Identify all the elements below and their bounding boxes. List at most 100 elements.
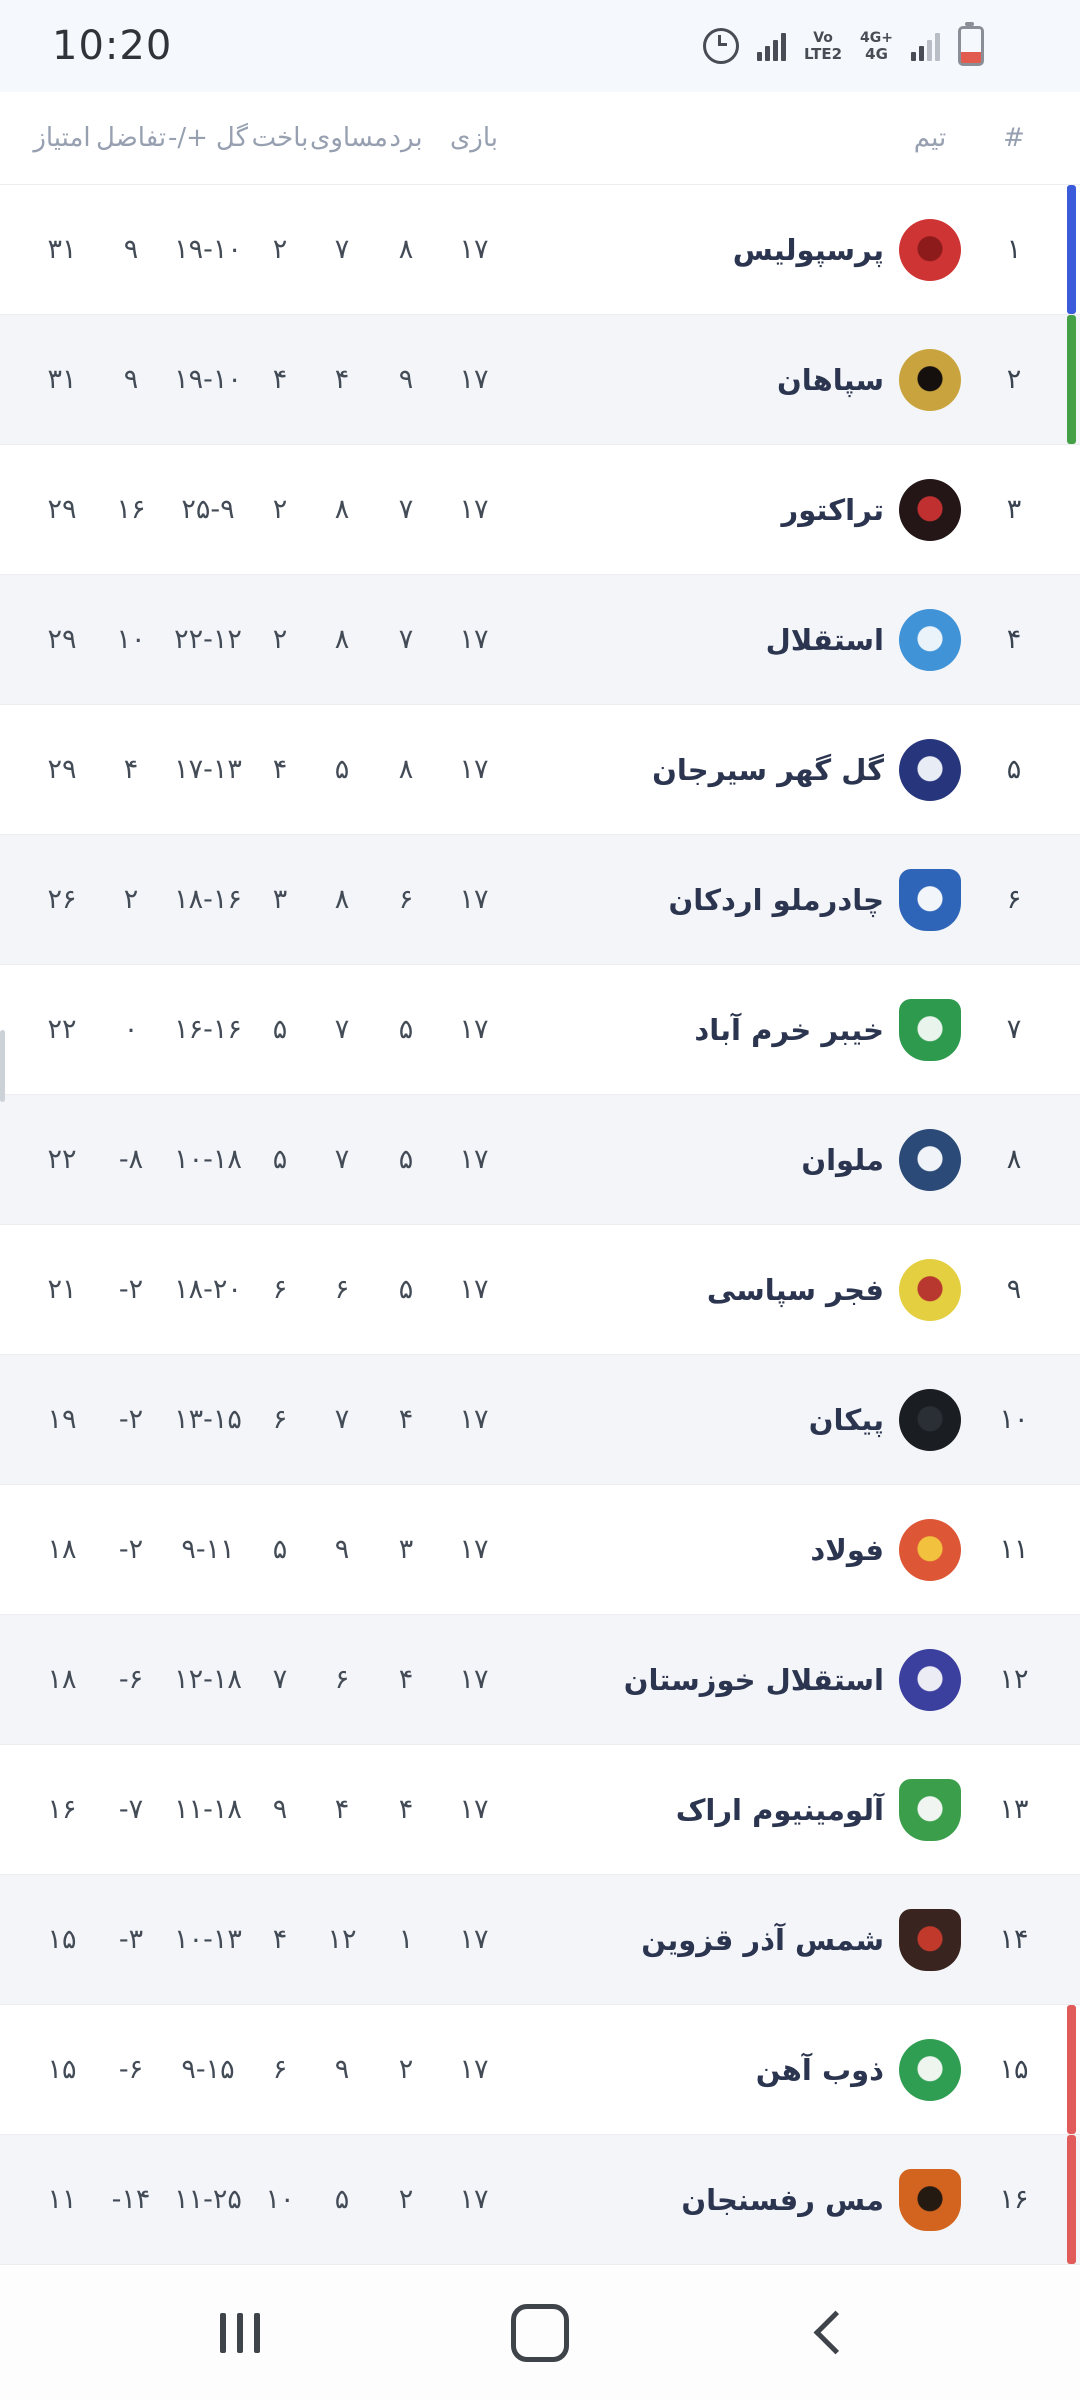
losses-cell: ۴ — [272, 1924, 288, 1955]
header-goals-label: گل — [215, 123, 248, 153]
rank-number: ۱۶ — [999, 2184, 1029, 2215]
table-row[interactable]: ۲۶ ۲ ۱۸-۱۶ ۳ ۸ ۶ ۱۷ چادرملو اردکان ۶ — [0, 835, 1080, 965]
table-row[interactable]: ۱۸ -۶ ۱۲-۱۸ ۷ ۶ ۴ ۱۷ استقلال خوزستان ۱۲ — [0, 1615, 1080, 1745]
draws-cell: ۷ — [334, 234, 350, 265]
goals-cell: ۹-۱۱ — [181, 1534, 235, 1565]
table-row[interactable]: ۱۸ -۲ ۹-۱۱ ۵ ۹ ۳ ۱۷ فولاد ۱۱ — [0, 1485, 1080, 1615]
signal-bars2-icon — [911, 31, 940, 61]
wins-cell: ۹ — [398, 364, 414, 395]
status-icons: Vo LTE2 4G+ 4G — [703, 22, 1080, 66]
header-points: امتیاز — [33, 123, 91, 153]
wins-cell: ۵ — [398, 1014, 414, 1045]
points-cell: ۲۹ — [47, 754, 77, 785]
games-cell: ۱۷ — [459, 494, 489, 525]
goals-cell: ۱۹-۱۰ — [174, 364, 242, 395]
rank-number: ۶ — [1006, 884, 1022, 915]
4g-badge-top: 4G+ — [860, 29, 893, 46]
status-bar: 10:20 Vo LTE2 4G+ 4G — [0, 0, 1080, 93]
table-row[interactable]: ۲۲ -۸ ۱۰-۱۸ ۵ ۷ ۵ ۱۷ ملوان ۸ — [0, 1095, 1080, 1225]
goals-cell: ۱۱-۲۵ — [174, 2184, 242, 2215]
table-row[interactable]: ۳۱ ۹ ۱۹-۱۰ ۴ ۴ ۹ ۱۷ سپاهان ۲ — [0, 315, 1080, 445]
draws-cell: ۸ — [334, 884, 350, 915]
table-row[interactable]: ۲۱ -۲ ۱۸-۲۰ ۶ ۶ ۵ ۱۷ فجر سپاسی ۹ — [0, 1225, 1080, 1355]
team-name: استقلال — [765, 622, 884, 657]
table-row[interactable]: ۱۱ -۱۴ ۱۱-۲۵ ۱۰ ۵ ۲ ۱۷ مس رفسنجان ۱۶ — [0, 2135, 1080, 2265]
points-cell: ۱۱ — [47, 2184, 77, 2215]
volte-badge-top: Vo — [813, 29, 833, 46]
team-name: سپاهان — [777, 362, 884, 397]
team-logo — [899, 1908, 961, 1971]
wins-cell: ۲ — [398, 2054, 414, 2085]
games-cell: ۱۷ — [459, 1534, 489, 1565]
losses-cell: ۵ — [272, 1144, 288, 1175]
wins-cell: ۸ — [398, 234, 414, 265]
rank-number: ۱ — [1006, 234, 1022, 265]
team-name: مس رفسنجان — [681, 2182, 884, 2217]
header-losses: باخت — [251, 123, 309, 153]
alarm-icon — [703, 28, 740, 64]
rank-number: ۱۰ — [999, 1404, 1029, 1435]
goal-diff-cell: -۶ — [118, 2054, 144, 2085]
header-team: تیم — [913, 123, 947, 153]
qualification-bar — [1067, 315, 1076, 444]
table-row[interactable]: ۱۵ -۶ ۹-۱۵ ۶ ۹ ۲ ۱۷ ذوب آهن ۱۵ — [0, 2005, 1080, 2135]
recents-icon — [220, 2312, 260, 2353]
battery-icon — [958, 22, 984, 66]
games-cell: ۱۷ — [459, 1274, 489, 1305]
wins-cell: ۱ — [398, 1924, 414, 1955]
header-draws: مساوی — [310, 123, 388, 153]
back-button[interactable] — [690, 2265, 990, 2400]
goal-diff-cell: -۳ — [118, 1924, 144, 1955]
goal-diff-cell: -۸ — [118, 1144, 144, 1175]
volte-badge-bottom: LTE2 — [804, 44, 843, 63]
goal-diff-cell: -۲ — [118, 1534, 144, 1565]
standings-header: امتیاز تفاضل -/+ گل باخت مساوی برد بازی … — [0, 92, 1080, 185]
team-name: تراکتور — [781, 492, 884, 527]
losses-cell: ۴ — [272, 754, 288, 785]
table-row[interactable]: ۱۵ -۳ ۱۰-۱۳ ۴ ۱۲ ۱ ۱۷ شمس آذر قزوین ۱۴ — [0, 1875, 1080, 2005]
losses-cell: ۹ — [272, 1794, 288, 1825]
losses-cell: ۳ — [272, 884, 288, 915]
points-cell: ۲۱ — [47, 1274, 77, 1305]
table-row[interactable]: ۲۹ ۱۶ ۲۵-۹ ۲ ۸ ۷ ۱۷ تراکتور ۳ — [0, 445, 1080, 575]
team-logo — [899, 2168, 961, 2231]
draws-cell: ۹ — [334, 2054, 350, 2085]
table-row[interactable]: ۱۹ -۲ ۱۳-۱۵ ۶ ۷ ۴ ۱۷ پیکان ۱۰ — [0, 1355, 1080, 1485]
team-logo — [899, 608, 961, 671]
recents-button[interactable] — [90, 2265, 390, 2400]
wins-cell: ۶ — [398, 884, 414, 915]
header-goals: -/+ گل — [166, 123, 250, 153]
goal-diff-cell: -۲ — [118, 1274, 144, 1305]
goals-cell: ۱۶-۱۶ — [174, 1014, 242, 1045]
goal-diff-cell: -۶ — [118, 1664, 144, 1695]
rank-number: ۸ — [1006, 1144, 1022, 1175]
wins-cell: ۵ — [398, 1144, 414, 1175]
losses-cell: ۲ — [272, 494, 288, 525]
losses-cell: ۵ — [272, 1014, 288, 1045]
navigation-bar — [0, 2265, 1080, 2400]
table-row[interactable]: ۳۱ ۹ ۱۹-۱۰ ۲ ۷ ۸ ۱۷ پرسپولیس ۱ — [0, 185, 1080, 315]
goal-diff-cell: ۱۰ — [116, 624, 146, 655]
team-logo — [899, 1258, 961, 1321]
games-cell: ۱۷ — [459, 624, 489, 655]
team-logo — [899, 1128, 961, 1191]
games-cell: ۱۷ — [459, 364, 489, 395]
table-row[interactable]: ۲۲ ۰ ۱۶-۱۶ ۵ ۷ ۵ ۱۷ خیبر خرم آباد ۷ — [0, 965, 1080, 1095]
home-button[interactable] — [390, 2265, 690, 2400]
goals-cell: ۱۸-۱۶ — [174, 884, 242, 915]
table-row[interactable]: ۲۹ ۴ ۱۷-۱۳ ۴ ۵ ۸ ۱۷ گل گهر سیرجان ۵ — [0, 705, 1080, 835]
table-row[interactable]: ۲۹ ۱۰ ۲۲-۱۲ ۲ ۸ ۷ ۱۷ استقلال ۴ — [0, 575, 1080, 705]
standings-table: ۳۱ ۹ ۱۹-۱۰ ۲ ۷ ۸ ۱۷ پرسپولیس ۱ ۳۱ ۹ ۱۹-۱… — [0, 185, 1080, 2265]
team-name: پیکان — [808, 1402, 884, 1437]
games-cell: ۱۷ — [459, 1924, 489, 1955]
goal-diff-cell: -۲ — [118, 1404, 144, 1435]
goal-diff-cell: ۱۶ — [116, 494, 146, 525]
games-cell: ۱۷ — [459, 754, 489, 785]
table-row[interactable]: ۱۶ -۷ ۱۱-۱۸ ۹ ۴ ۴ ۱۷ آلومینیوم اراک ۱۳ — [0, 1745, 1080, 1875]
games-cell: ۱۷ — [459, 1664, 489, 1695]
rank-number: ۳ — [1006, 494, 1022, 525]
points-cell: ۱۸ — [47, 1534, 77, 1565]
draws-cell: ۷ — [334, 1014, 350, 1045]
points-cell: ۱۸ — [47, 1664, 77, 1695]
